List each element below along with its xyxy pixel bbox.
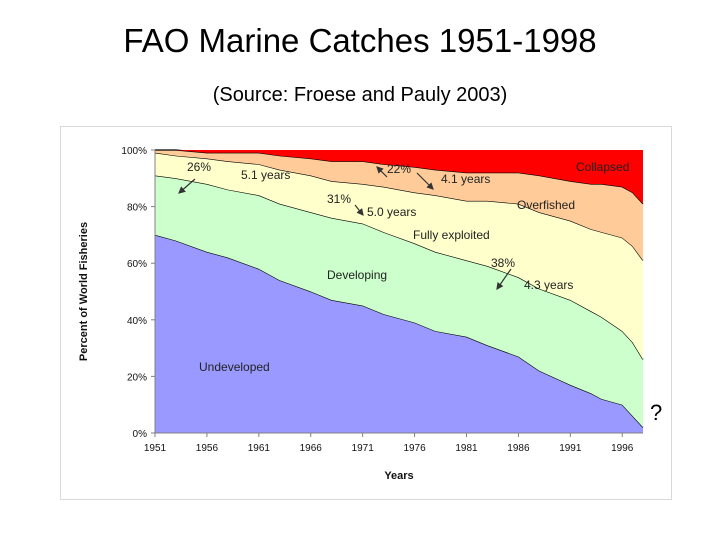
y-tick-label: 100% (121, 146, 147, 157)
x-tick-label: 1971 (352, 443, 375, 454)
x-tick-label: 1996 (611, 443, 634, 454)
x-tick-label: 1986 (507, 443, 530, 454)
annotation-pct-31: 31% (327, 192, 351, 206)
annotation-arrow (416, 172, 434, 190)
annotation-lbl-collapsed: Collapsed (576, 160, 629, 174)
annotation-lbl-overfished: Overfished (517, 198, 575, 212)
y-tick-label: 20% (127, 372, 147, 383)
x-tick-label: 1981 (455, 443, 478, 454)
series-area-fully-exploited (155, 152, 643, 360)
series-area-overfished (155, 150, 643, 261)
annotation-yrs-5-1: 5.1 years (241, 168, 290, 182)
annotation-lbl-developing: Developing (327, 268, 387, 282)
slide-subtitle: (Source: Froese and Pauly 2003) (212, 84, 508, 106)
annotation-arrow (496, 268, 512, 290)
x-tick-label: 1961 (248, 443, 271, 454)
annotation-yrs-5-0: 5.0 years (367, 205, 416, 219)
series-area-undeveloped (155, 234, 643, 433)
series-area-developing (155, 175, 643, 428)
annotation-pct-22: 22% (387, 162, 411, 176)
x-axis-title: Years (384, 470, 413, 482)
question-mark: ? (650, 400, 663, 425)
series-area-collapsed (155, 150, 643, 204)
slide-title: FAO Marine Catches 1951-1998 (123, 22, 597, 59)
y-tick-label: 80% (127, 203, 147, 214)
y-tick-label: 40% (127, 316, 147, 327)
x-tick-label: 1991 (559, 443, 582, 454)
chart-frame: 0% 20% 40% 60% 80% 100% 1951 1956 1961 1966 1971 19… (60, 126, 672, 500)
x-tick-label: 1951 (144, 443, 167, 454)
annotation-yrs-4-1: 4.1 years (441, 172, 490, 186)
fisheries-area-chart: 0% 20% 40% 60% 80% 100% 1951 1956 1961 1966 1971 19… (78, 146, 644, 482)
annotation-lbl-undeveloped: Undeveloped (199, 360, 270, 374)
y-tick-label: 0% (133, 429, 148, 440)
x-tick-label: 1976 (403, 443, 426, 454)
annotation-pct-26: 26% (187, 160, 211, 174)
y-axis-title: Percent of World Fisheries (78, 222, 90, 361)
y-tick-label: 60% (127, 259, 147, 270)
annotation-arrow (376, 166, 388, 178)
x-tick-label: 1966 (300, 443, 323, 454)
annotation-arrow (354, 204, 364, 216)
annotation-yrs-4-3: 4.3 years (524, 278, 573, 292)
x-tick-label: 1956 (196, 443, 219, 454)
annotation-lbl-fully: Fully exploited (413, 228, 490, 242)
annotation-arrow (178, 178, 196, 194)
annotation-pct-38: 38% (491, 256, 515, 270)
